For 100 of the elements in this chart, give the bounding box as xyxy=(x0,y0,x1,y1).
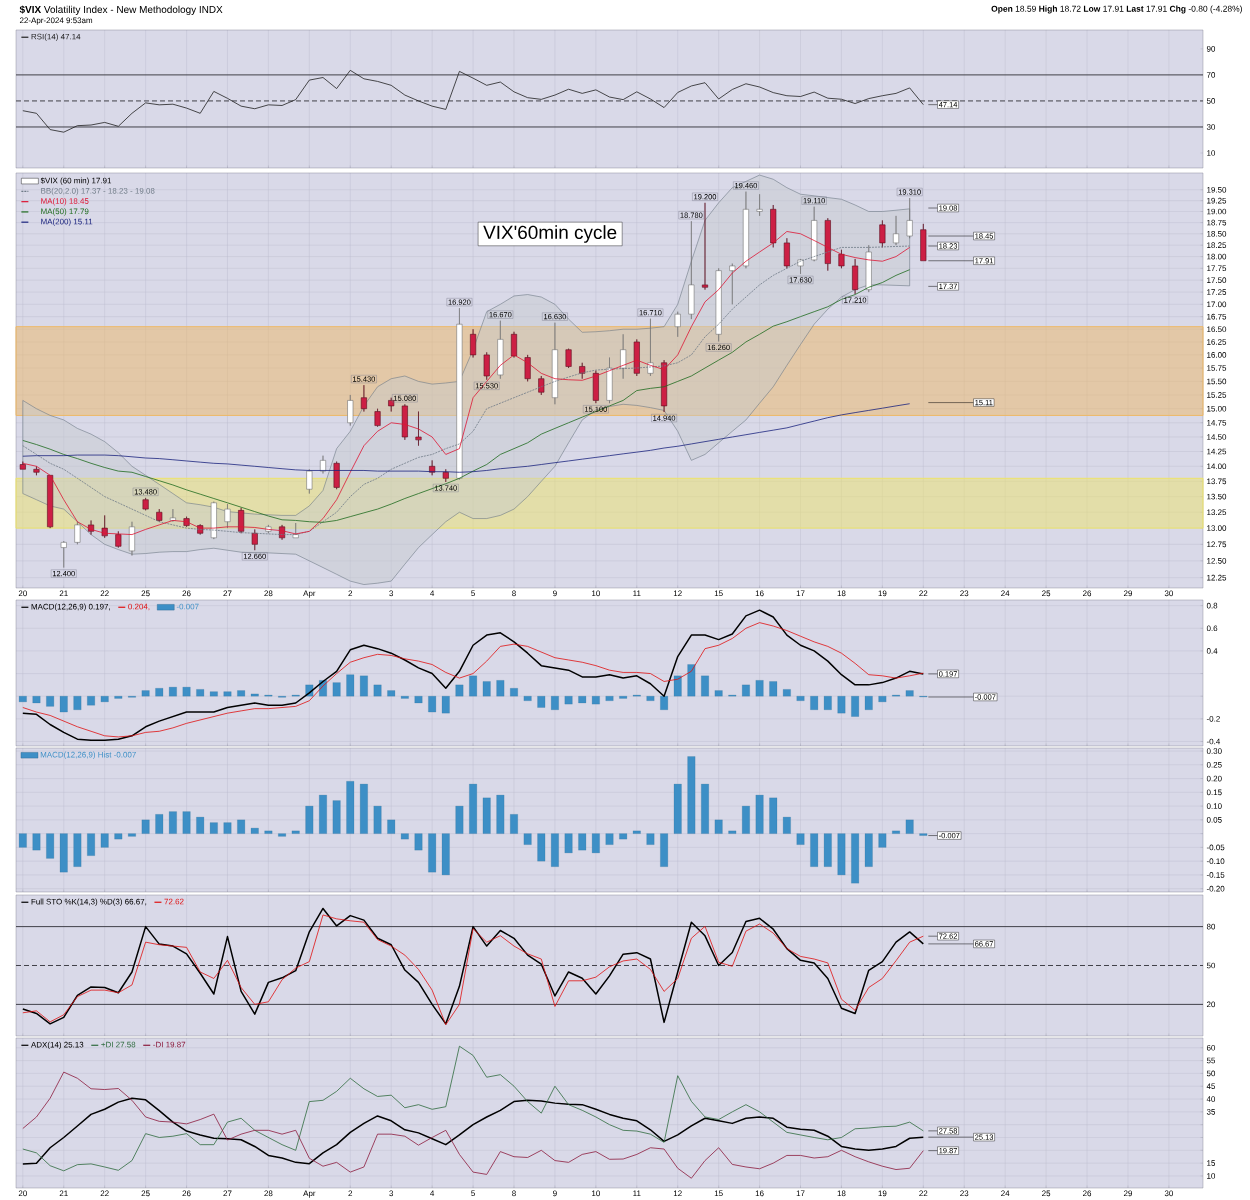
bar xyxy=(209,691,218,697)
bar xyxy=(46,833,54,859)
candlestick xyxy=(238,507,245,534)
bar xyxy=(237,819,245,834)
bar xyxy=(196,817,205,834)
candlestick xyxy=(756,193,763,217)
candlestick xyxy=(142,497,149,511)
bar xyxy=(141,819,150,834)
line-series xyxy=(22,69,924,133)
candlestick xyxy=(251,529,258,551)
bar xyxy=(305,805,314,834)
candlestick xyxy=(306,468,313,494)
bar xyxy=(796,833,805,845)
bar xyxy=(619,696,627,699)
bar xyxy=(100,833,109,848)
bar xyxy=(510,814,518,834)
bar xyxy=(578,833,587,851)
bar xyxy=(646,696,655,701)
line-series xyxy=(22,1071,924,1179)
bar xyxy=(823,696,832,710)
candlestick xyxy=(483,352,490,381)
bar xyxy=(155,688,164,697)
candlestick xyxy=(879,220,886,248)
candlestick xyxy=(292,522,299,539)
bar xyxy=(551,696,559,710)
bar xyxy=(87,696,95,706)
candlestick xyxy=(661,359,668,413)
bar xyxy=(360,675,368,697)
bar xyxy=(278,833,286,837)
candlestick xyxy=(415,411,422,447)
bar xyxy=(482,797,491,834)
bar xyxy=(564,833,573,853)
bar xyxy=(332,800,341,834)
bar xyxy=(209,822,218,834)
candlestick xyxy=(210,501,217,540)
bar xyxy=(537,833,546,862)
bar xyxy=(182,811,191,834)
bar xyxy=(237,690,245,697)
candlestick xyxy=(551,322,558,405)
candlestick xyxy=(374,408,381,428)
candlestick xyxy=(456,307,463,480)
bar xyxy=(428,696,436,713)
bar xyxy=(660,696,668,710)
bar xyxy=(223,691,232,697)
bar xyxy=(182,687,191,697)
candlestick xyxy=(824,217,831,271)
bar xyxy=(837,696,846,714)
bar xyxy=(250,828,259,834)
bar xyxy=(878,833,887,848)
bar xyxy=(469,783,477,834)
bar xyxy=(864,696,873,710)
bar xyxy=(578,696,587,704)
candlestick xyxy=(401,403,408,441)
chart-title: $VIX Volatility Index - New Methodology INDX xyxy=(19,5,223,15)
candlestick xyxy=(688,220,695,320)
bar xyxy=(196,689,205,697)
candlestick xyxy=(674,311,681,338)
bar xyxy=(632,830,641,834)
candlestick xyxy=(606,357,613,404)
candlestick xyxy=(592,370,599,404)
bar xyxy=(892,830,900,834)
bar xyxy=(823,833,832,867)
candlestick xyxy=(729,263,736,305)
candlestick xyxy=(156,508,163,523)
bar xyxy=(441,696,450,714)
bar xyxy=(769,681,778,697)
candlestick xyxy=(19,461,26,470)
bar xyxy=(291,830,300,834)
bar xyxy=(59,696,68,713)
bar xyxy=(387,819,396,834)
bar xyxy=(605,833,614,845)
bar xyxy=(646,833,655,845)
bar xyxy=(837,833,846,876)
bar xyxy=(332,682,341,697)
bar xyxy=(905,690,914,697)
bar xyxy=(319,794,327,834)
bar xyxy=(728,830,737,834)
bar xyxy=(400,833,409,840)
bar xyxy=(18,696,27,702)
bar xyxy=(714,819,723,834)
bar xyxy=(755,794,764,834)
candlestick xyxy=(565,348,572,369)
bar xyxy=(441,833,450,876)
bar xyxy=(414,833,423,851)
candlestick xyxy=(470,328,477,358)
candlestick xyxy=(60,540,67,568)
bar xyxy=(810,696,819,710)
bar xyxy=(250,693,259,697)
bar xyxy=(523,833,532,845)
bar xyxy=(551,833,559,867)
bar xyxy=(537,696,546,708)
candlestick xyxy=(811,206,818,262)
bar xyxy=(223,822,232,834)
bar xyxy=(796,696,805,701)
bar xyxy=(414,696,423,704)
candlestick xyxy=(906,197,913,239)
bar xyxy=(32,833,41,851)
bar xyxy=(455,684,464,697)
bar xyxy=(155,814,164,834)
candlestick xyxy=(770,204,777,248)
